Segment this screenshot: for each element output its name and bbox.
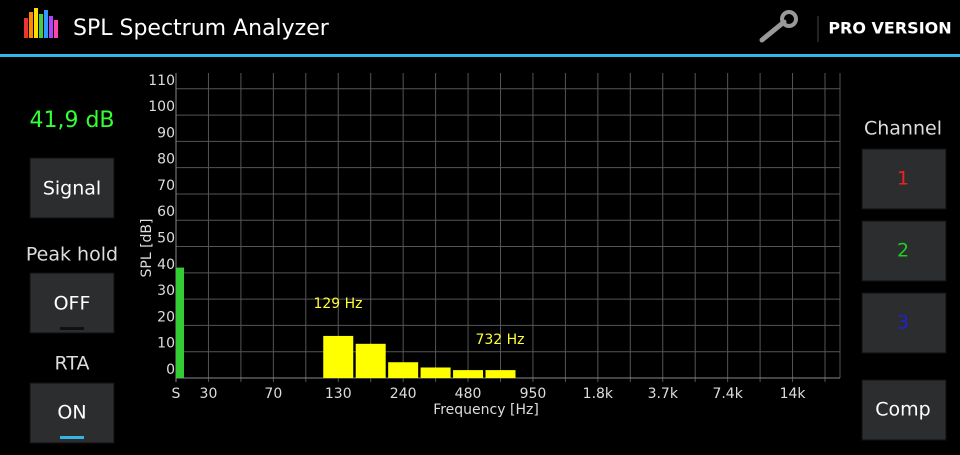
y-tick-label: 10 [157,336,175,352]
app-title: SPL Spectrum Analyzer [73,16,330,41]
x-tick-label: 3.7k [648,386,679,402]
y-tick-label: 70 [157,178,175,194]
button-label: 2 [897,240,909,262]
signal-button[interactable]: Signal [29,157,115,219]
peak-annotation: 732 Hz [475,332,524,348]
y-tick-label: 60 [157,204,175,220]
rta-label: RTA [55,353,90,375]
bar [420,367,451,378]
y-tick-label: 80 [157,152,175,168]
y-tick-label: 30 [157,283,175,299]
channel-button[interactable]: 3 [861,292,947,354]
channel-label: Channel [864,118,942,140]
button-label: Signal [43,178,101,200]
x-tick-label: S [172,386,181,402]
peak-hold-button[interactable]: OFF [29,272,115,334]
app-icon [24,8,58,38]
header-divider [0,54,960,57]
pro-version[interactable]: PRO VERSION [828,19,951,38]
x-tick-label: 240 [390,386,417,402]
rta-button[interactable]: ON [29,382,115,444]
y-tick-label: 50 [157,231,175,247]
y-tick-label: 40 [157,257,175,273]
button-label: 1 [897,168,909,190]
x-tick-label: 30 [200,386,218,402]
y-tick-label: 90 [157,125,175,141]
spectrum-chart: 0 10 20 30 40 50 60 70 80 90 100 110 S 30 70 130 240 480 9… [139,73,841,418]
comp-button[interactable]: Comp [861,379,947,441]
level-bar [176,267,184,378]
button-label: 3 [897,312,909,334]
bar [485,370,516,378]
level-readout: 41,9 dB [29,108,114,133]
y-tick-label: 20 [157,309,175,325]
x-tick-label: 70 [264,386,282,402]
x-tick-label: 480 [455,386,482,402]
x-tick-label: 14k [780,386,807,402]
bar [388,362,419,378]
x-tick-label: 950 [520,386,547,402]
x-tick-label: 1.8k [583,386,614,402]
peak-annotation: 129 Hz [313,296,362,312]
bar [453,370,484,378]
channel-button[interactable]: 2 [861,220,947,282]
x-tick-label: 7.4k [712,386,743,402]
y-tick-label: 110 [148,73,175,89]
settings-icon[interactable] [759,10,798,43]
channel-button[interactable]: 1 [861,148,947,210]
bar [323,335,354,378]
y-axis-label: SPL [dB] [139,219,155,278]
y-tick-label: 0 [166,362,175,378]
button-label: ON [57,402,86,424]
button-label: OFF [54,293,91,315]
toggle-indicator [60,327,84,330]
y-tick-label: 100 [148,99,175,115]
toggle-indicator [60,436,84,439]
bar [355,343,386,378]
x-tick-label: 130 [325,386,352,402]
peak-hold-label: Peak hold [26,244,118,266]
button-label: Comp [875,399,930,421]
x-axis-label: Frequency [Hz] [433,402,539,418]
